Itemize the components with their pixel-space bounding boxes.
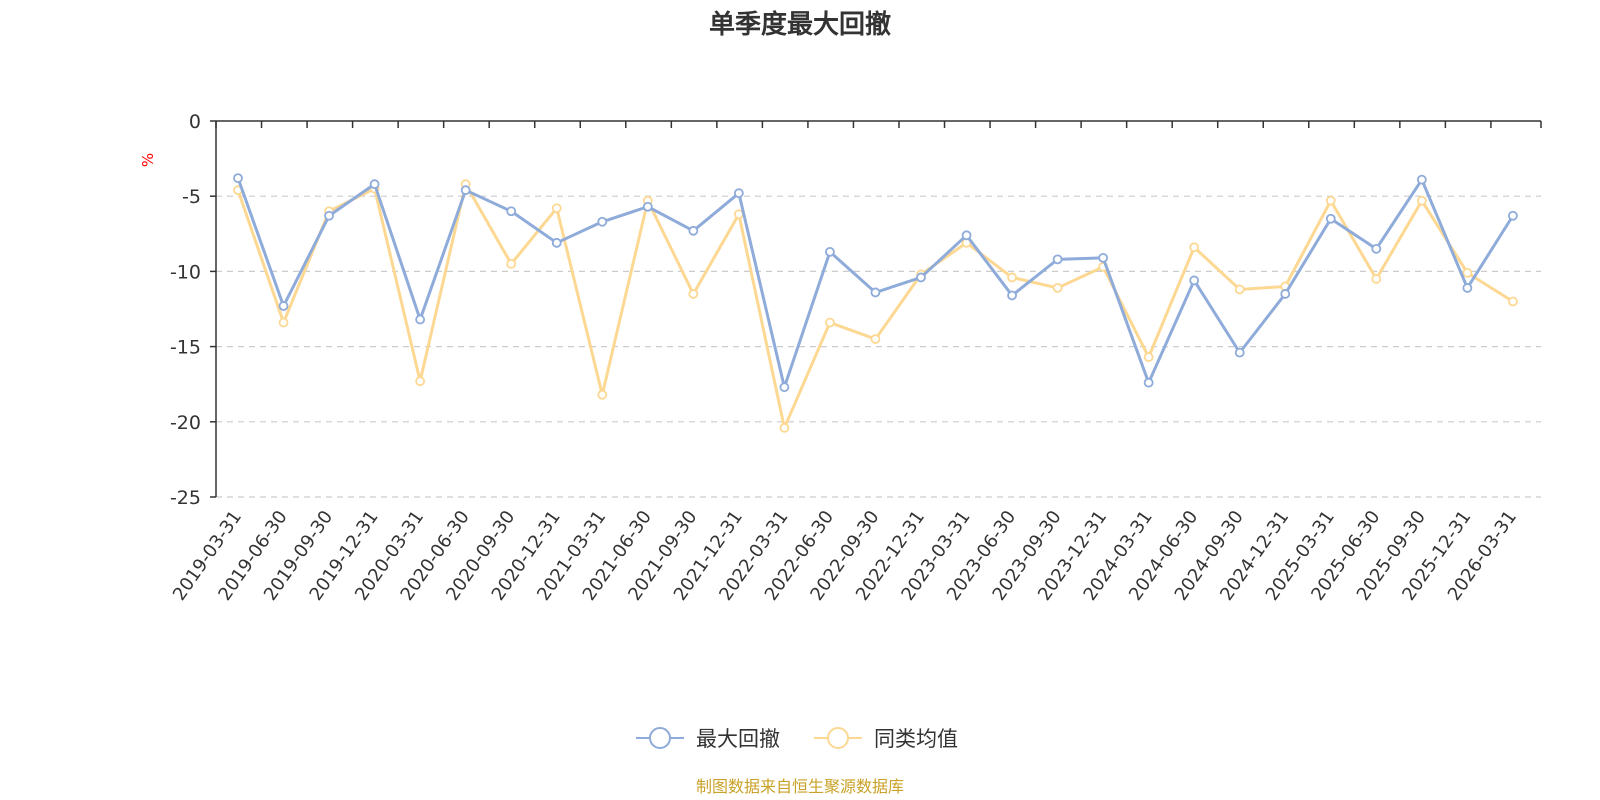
y-tick-label: -20 — [170, 412, 201, 434]
data-point[interactable] — [369, 179, 380, 190]
data-point[interactable] — [825, 317, 835, 328]
data-point[interactable] — [642, 201, 653, 212]
series-line — [236, 182, 1514, 430]
y-tick-label: -25 — [170, 487, 201, 509]
data-point[interactable] — [1325, 213, 1336, 224]
series-line — [236, 177, 1515, 389]
legend-label: 同类均值 — [874, 727, 958, 751]
data-point[interactable] — [460, 185, 471, 196]
legend[interactable]: 最大回撤 同类均值 — [636, 727, 958, 751]
data-point[interactable] — [1052, 254, 1063, 265]
grid-lines — [216, 195, 1541, 498]
data-point[interactable] — [1007, 290, 1017, 301]
data-point[interactable] — [597, 216, 608, 227]
series-layer — [233, 173, 1518, 433]
data-point[interactable] — [1189, 242, 1200, 253]
y-axis-unit: % — [139, 153, 157, 167]
legend-item[interactable]: 同类均值 — [814, 727, 958, 751]
data-point[interactable] — [733, 188, 744, 199]
data-point[interactable] — [779, 422, 790, 433]
data-point[interactable] — [233, 173, 243, 184]
data-point[interactable] — [825, 246, 835, 257]
data-point[interactable] — [551, 203, 562, 214]
data-point[interactable] — [870, 287, 881, 298]
data-point[interactable] — [916, 272, 926, 283]
y-tick-label: -15 — [170, 337, 201, 359]
data-point[interactable] — [1280, 289, 1291, 299]
data-point[interactable] — [278, 301, 289, 311]
data-point[interactable] — [688, 225, 699, 236]
data-point[interactable] — [1371, 243, 1382, 254]
data-point[interactable] — [506, 206, 517, 217]
data-point[interactable] — [688, 289, 699, 299]
data-point[interactable] — [779, 382, 790, 393]
data-point[interactable] — [324, 210, 334, 221]
data-point[interactable] — [1052, 283, 1063, 293]
data-point[interactable] — [870, 334, 881, 344]
data-point[interactable] — [1508, 296, 1518, 307]
data-point[interactable] — [1508, 210, 1518, 221]
data-point[interactable] — [1371, 274, 1382, 284]
data-point[interactable] — [1462, 283, 1473, 293]
legend-label: 最大回撤 — [696, 727, 780, 751]
data-point[interactable] — [1416, 174, 1427, 185]
data-point[interactable] — [1143, 377, 1154, 388]
y-tick-label: -5 — [182, 186, 201, 208]
data-point[interactable] — [1325, 195, 1336, 206]
data-point[interactable] — [415, 314, 426, 325]
data-point[interactable] — [1189, 275, 1200, 286]
data-point[interactable] — [278, 317, 289, 328]
data-point[interactable] — [1416, 195, 1427, 206]
data-point[interactable] — [415, 376, 426, 387]
data-point[interactable] — [551, 237, 562, 248]
legend-marker — [649, 727, 671, 749]
data-point[interactable] — [597, 389, 608, 400]
data-point[interactable] — [1098, 252, 1109, 263]
data-point[interactable] — [1143, 352, 1154, 363]
series-1 — [233, 173, 1518, 393]
y-tick-label: -10 — [170, 261, 201, 283]
chart-title: 单季度最大回撤 — [709, 9, 891, 40]
data-point[interactable] — [1462, 268, 1473, 278]
source-note: 制图数据来自恒生聚源数据库 — [696, 777, 904, 796]
legend-marker — [827, 727, 849, 749]
data-point[interactable] — [961, 230, 972, 241]
data-point[interactable] — [506, 258, 517, 269]
legend-item[interactable]: 最大回撤 — [636, 727, 780, 751]
data-point[interactable] — [1234, 347, 1245, 358]
data-point[interactable] — [1007, 272, 1017, 283]
data-point[interactable] — [1234, 284, 1245, 295]
y-tick-label: 0 — [189, 111, 201, 133]
